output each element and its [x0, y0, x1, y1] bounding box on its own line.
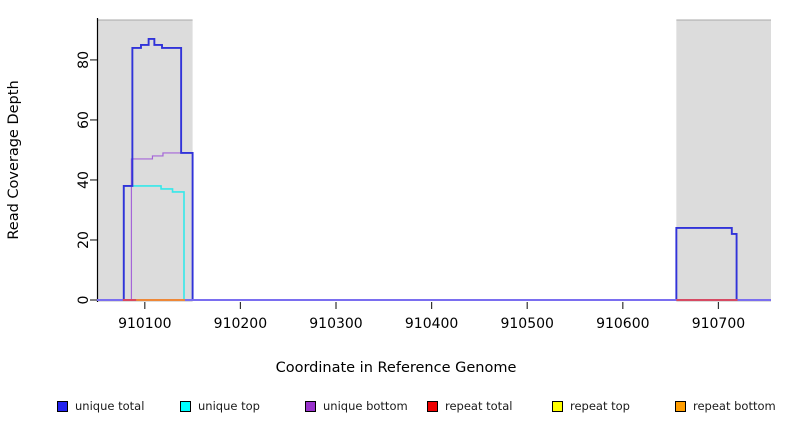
legend-label: repeat bottom — [693, 399, 776, 413]
x-tick-label: 910500 — [500, 316, 553, 332]
legend-swatch-unique-bottom — [305, 400, 316, 412]
series-unique-top — [97, 185, 771, 301]
legend-swatch-unique-total — [57, 400, 68, 412]
x-tick-label: 910200 — [214, 316, 267, 332]
legend-swatch-repeat-top — [552, 400, 563, 412]
legend-item-unique-total: unique total — [57, 398, 144, 414]
x-tick-label: 910700 — [692, 316, 745, 332]
legend-item-repeat-bottom: repeat bottom — [675, 398, 776, 414]
legend-item-repeat-top: repeat top — [552, 398, 630, 414]
y-tick-label: 40 — [76, 171, 92, 189]
legend-swatch-unique-top — [180, 400, 191, 412]
x-tick-label: 910600 — [596, 316, 649, 332]
legend-label: unique total — [75, 399, 145, 413]
y-tick-label: 80 — [76, 51, 92, 69]
x-tick-label: 910100 — [118, 316, 171, 332]
series-unique-total — [97, 37, 771, 301]
legend-swatch-repeat-total — [427, 400, 438, 412]
y-axis-title: Read Coverage Depth — [6, 80, 22, 240]
x-axis-title: Coordinate in Reference Genome — [275, 360, 517, 376]
legend-label: repeat total — [445, 399, 513, 413]
series-unique-bottom — [97, 152, 771, 301]
legend-label: unique top — [198, 399, 260, 413]
legend-item-unique-bottom: unique bottom — [305, 398, 408, 414]
legend-label: repeat top — [570, 399, 630, 413]
y-tick-label: 60 — [76, 111, 92, 129]
shaded-region — [97, 20, 193, 302]
y-tick-label: 0 — [76, 296, 92, 305]
legend-label: unique bottom — [323, 399, 408, 413]
legend-item-unique-top: unique top — [180, 398, 260, 414]
chart-legend: unique total unique top unique bottom repea… — [0, 398, 792, 420]
y-tick-label: 20 — [76, 231, 92, 249]
legend-swatch-repeat-bottom — [675, 400, 686, 412]
legend-item-repeat-total: repeat total — [427, 398, 512, 414]
x-tick-label: 910300 — [309, 316, 362, 332]
x-tick-label: 910400 — [405, 316, 458, 332]
shaded-region — [676, 20, 771, 302]
